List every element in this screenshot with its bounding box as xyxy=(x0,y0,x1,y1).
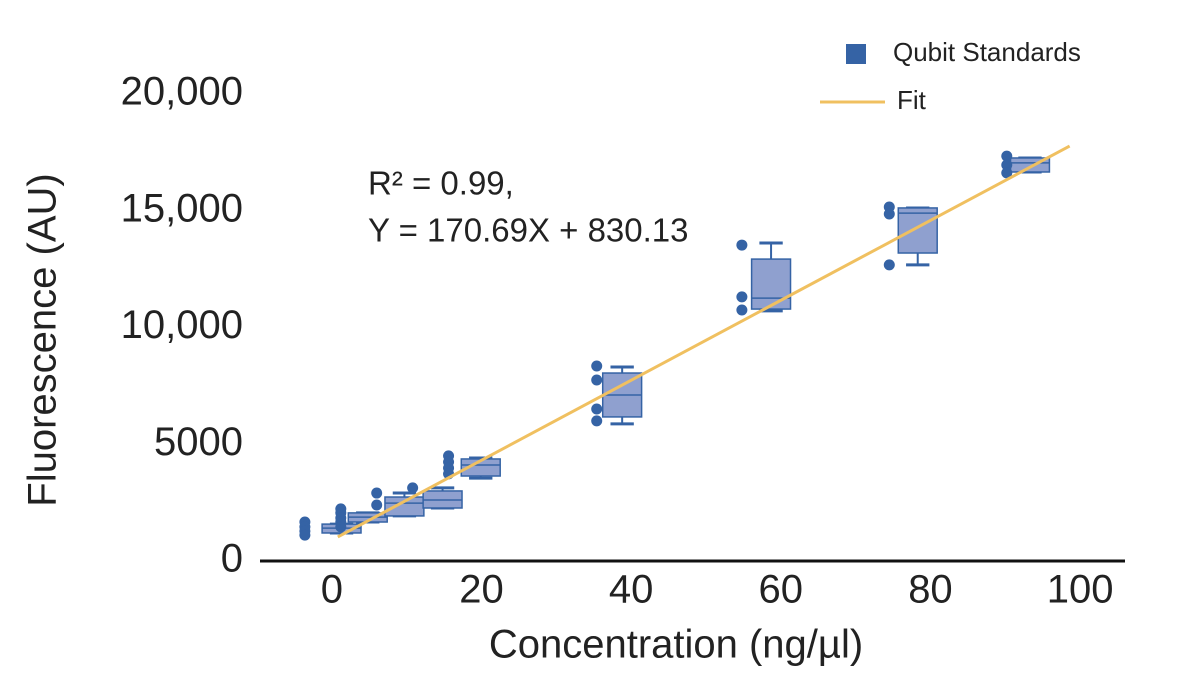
point xyxy=(736,304,748,316)
x-tick-label: 60 xyxy=(759,568,804,612)
point xyxy=(591,360,603,372)
x-tick-label: 20 xyxy=(459,568,504,612)
point xyxy=(371,499,383,511)
box xyxy=(750,258,792,310)
y-tick-label: 20,000 xyxy=(121,70,243,114)
annotation: Y = 170.69X + 830.13 xyxy=(368,212,689,249)
x-axis-title: Concentration (ng/µl) xyxy=(489,623,863,667)
y-tick-label: 0 xyxy=(221,537,243,581)
x-tick-label: 40 xyxy=(609,568,654,612)
legend-label: Qubit Standards xyxy=(893,37,1081,67)
point xyxy=(736,239,748,251)
annotation: R² = 0.99, xyxy=(368,165,514,202)
point xyxy=(883,259,895,271)
x-tick-label: 80 xyxy=(908,568,953,612)
y-tick-label: 10,000 xyxy=(121,303,243,347)
point xyxy=(1001,159,1013,171)
point xyxy=(371,487,383,499)
point xyxy=(736,291,748,303)
y-tick-label: 5000 xyxy=(154,420,243,464)
point xyxy=(591,403,603,415)
legend-label: Fit xyxy=(897,85,927,115)
y-tick-label: 15,000 xyxy=(121,186,243,230)
fit-line xyxy=(337,144,1071,539)
legend-swatch xyxy=(846,44,866,64)
point xyxy=(299,529,311,541)
x-tick-label: 0 xyxy=(321,568,343,612)
point xyxy=(1001,150,1013,162)
point xyxy=(1001,167,1013,179)
y-axis-title: Fluorescence (AU) xyxy=(21,173,65,506)
point xyxy=(591,374,603,386)
point xyxy=(591,415,603,427)
point xyxy=(407,482,419,494)
point xyxy=(883,208,895,220)
point xyxy=(335,521,347,533)
x-tick-label: 100 xyxy=(1047,568,1114,612)
box xyxy=(897,207,938,254)
